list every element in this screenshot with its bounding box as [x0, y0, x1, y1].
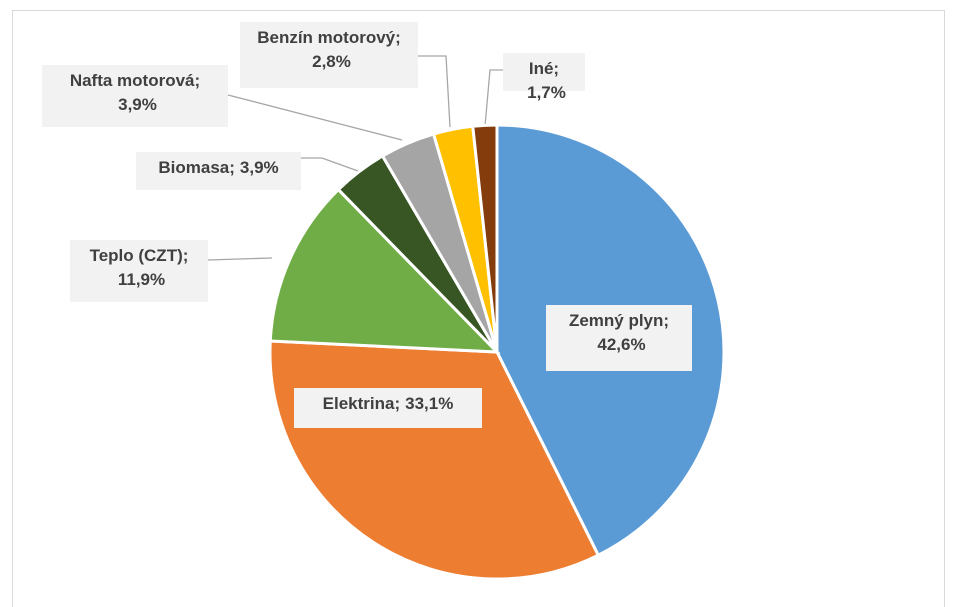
leader-line	[484, 69, 503, 127]
label-category: Teplo (CZT);	[89, 246, 189, 265]
label-value: 2,8%	[312, 52, 351, 71]
data-label: Zemný plyn;​42,6%	[546, 305, 692, 371]
data-label: Benzín motorový;​2,8%	[240, 22, 418, 88]
data-label: Iné;​1,7%	[503, 53, 585, 102]
label-category: Nafta motorová;	[69, 71, 201, 90]
chart-frame	[12, 10, 945, 607]
label-category: Benzín motorový;	[257, 28, 401, 47]
label-category: Zemný plyn;	[568, 311, 670, 330]
label-category: Iné;	[528, 59, 560, 78]
label-value: 33,1%	[405, 394, 454, 413]
leader-line	[207, 257, 273, 261]
leader-line	[227, 94, 403, 141]
label-category: Elektrina;	[322, 394, 401, 413]
label-value: 11,9%	[117, 270, 166, 289]
label-category: Biomasa;	[158, 158, 235, 177]
data-label: Elektrina;​33,1%	[294, 388, 482, 428]
leader-lines	[207, 55, 503, 261]
label-value: 3,9%	[118, 95, 157, 114]
leader-line	[418, 55, 451, 128]
label-value: 1,7%	[527, 83, 566, 102]
pie-slice	[471, 123, 499, 353]
data-label: Biomasa;​3,9%	[136, 152, 301, 190]
label-value: 42,6%	[597, 335, 646, 354]
label-value: 3,9%	[239, 158, 279, 177]
leader-line	[300, 157, 359, 172]
data-label: Nafta motorová;​3,9%	[42, 65, 228, 127]
pie-slice	[268, 187, 501, 354]
data-label: Teplo (CZT);​11,9%	[70, 240, 208, 302]
